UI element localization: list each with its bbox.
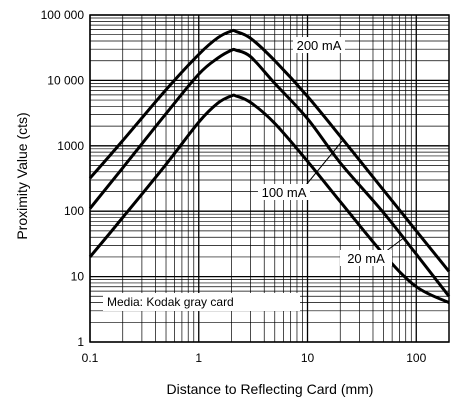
y-tick-label: 10 000 — [47, 73, 84, 87]
series-line-100-ma — [88, 47, 451, 298]
grid-major — [89, 14, 449, 343]
media-note: Media: Kodak gray card — [103, 293, 300, 311]
leader-line-100-ma — [305, 139, 344, 186]
curve-label-100-ma: 100 mA — [262, 185, 307, 200]
y-axis-title: Proximity Value (cts) — [14, 112, 30, 239]
y-tick-label: 1 — [77, 335, 84, 349]
media-note-text: Media: Kodak gray card — [107, 295, 234, 309]
x-tick-label: 0.1 — [82, 351, 99, 365]
leader-line-20-ma — [384, 236, 406, 253]
x-axis-title: Distance to Reflecting Card (mm) — [167, 381, 374, 397]
media-note-box — [103, 293, 300, 311]
y-tick-label: 100 — [64, 204, 84, 218]
y-tick-labels: 1 10 100 1000 10 000 100 000 — [41, 8, 85, 349]
x-tick-label: 100 — [406, 351, 426, 365]
curve-label-bg-20-ma — [340, 250, 392, 266]
x-tick-labels: 0.1 1 10 100 — [82, 351, 427, 365]
y-tick-label: 100 000 — [41, 8, 85, 22]
plot-frame — [89, 14, 450, 343]
y-tick-label: 10 — [71, 270, 85, 284]
series-line-200-ma — [88, 28, 451, 273]
curve-label-20-ma: 20 mA — [347, 251, 385, 266]
series-lines — [88, 28, 451, 304]
x-tick-label: 10 — [301, 351, 315, 365]
curve-label-200-ma: 200 mA — [297, 38, 342, 53]
curve-label-bg-100-ma — [258, 184, 310, 200]
x-tick-label: 1 — [195, 351, 202, 365]
series-line-20-ma — [88, 93, 450, 304]
curve-labels: 200 mA 100 mA 20 mA — [258, 37, 406, 266]
y-tick-label: 1000 — [57, 139, 84, 153]
grid-minor — [90, 15, 450, 342]
curve-label-bg-200-ma — [293, 37, 345, 53]
